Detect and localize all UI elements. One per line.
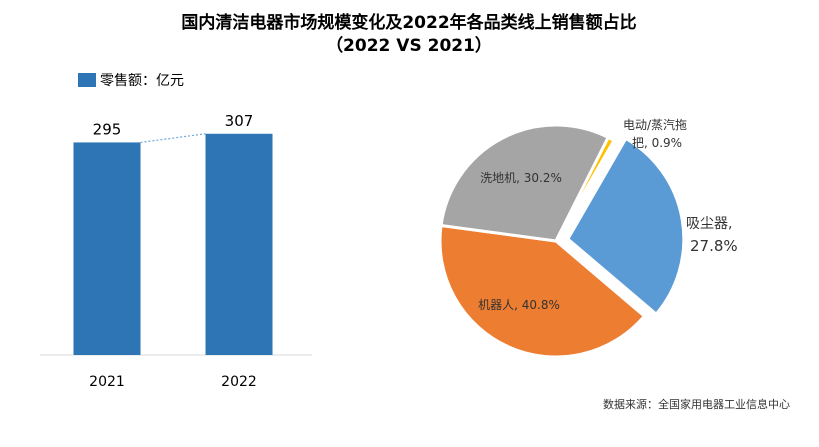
pie-label: 洗地机, 30.2% xyxy=(480,171,562,185)
source-note: 数据来源：全国家用电器工业信息中心 xyxy=(603,397,790,411)
pie-label: 机器人, 40.8% xyxy=(478,298,560,312)
pie-slice-1 xyxy=(438,223,647,359)
pie-slice-2 xyxy=(439,123,611,243)
bar-connector-line xyxy=(140,133,206,144)
legend-swatch xyxy=(78,73,96,87)
x-tick-label: 2022 xyxy=(221,374,257,390)
bar-chart: 零售额：亿元 295 2021 307 2022 xyxy=(40,73,312,390)
legend-label: 零售额：亿元 xyxy=(100,73,184,89)
pie-value-label: 27.8% xyxy=(690,237,738,255)
pie-label-line2: 把, 0.9% xyxy=(632,136,682,150)
pie-label: 电动/蒸汽拖 xyxy=(623,117,687,132)
chart-title: 国内清洁电器市场规模变化及2022年各品类线上销售额占比 xyxy=(181,12,636,33)
pie-label: 吸尘器, xyxy=(686,216,732,232)
bar-2021 xyxy=(73,142,141,355)
bar-value-label: 295 xyxy=(93,120,122,138)
x-tick-label: 2021 xyxy=(89,374,125,390)
bar-2022 xyxy=(205,133,273,355)
chart-subtitle: （2022 VS 2021） xyxy=(326,35,492,56)
bar-value-label: 307 xyxy=(225,112,254,130)
pie-slice-0 xyxy=(565,136,686,317)
pie-slice-3 xyxy=(554,135,617,242)
